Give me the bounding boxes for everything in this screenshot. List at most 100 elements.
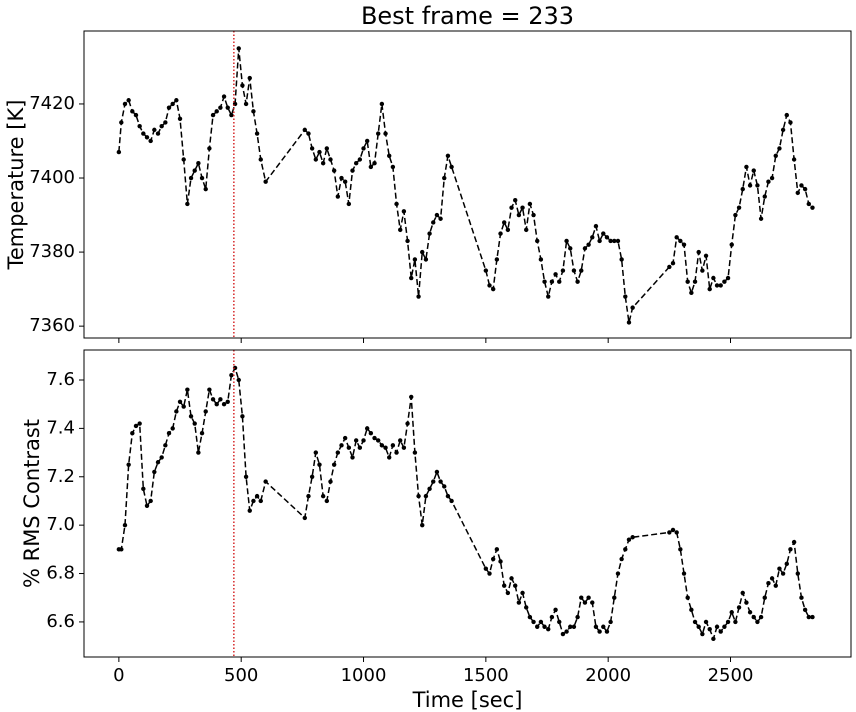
data-point: [405, 238, 410, 244]
data-point: [520, 205, 525, 210]
data-point: [769, 576, 775, 581]
data-point: [159, 455, 164, 460]
data-point: [762, 194, 767, 199]
data-point: [780, 127, 786, 133]
data-point: [780, 571, 786, 576]
data-point: [516, 212, 522, 218]
data-point: [412, 257, 418, 262]
data-point: [152, 127, 157, 133]
data-point: [141, 131, 146, 136]
data-point: [747, 610, 753, 615]
data-point: [586, 242, 591, 247]
data-point: [736, 605, 742, 610]
y-tick-label: 7.2: [46, 466, 75, 487]
data-point: [240, 414, 245, 419]
data-point: [538, 619, 544, 625]
data-point: [590, 235, 595, 240]
data-point: [806, 201, 811, 207]
data-point: [601, 231, 606, 236]
data-point: [416, 493, 421, 499]
data-point: [582, 246, 588, 251]
data-point: [703, 253, 709, 258]
data-point: [163, 443, 168, 448]
data-point: [527, 614, 533, 620]
data-point: [553, 607, 558, 613]
data-point: [487, 571, 492, 576]
data-point: [163, 120, 168, 125]
data-point: [546, 294, 551, 299]
data-point: [317, 149, 322, 155]
data-point: [714, 283, 720, 288]
data-point: [725, 619, 731, 625]
data-point: [445, 153, 451, 158]
data-point: [773, 583, 778, 588]
data-point: [733, 212, 738, 218]
data-point: [527, 201, 533, 207]
data-point: [335, 194, 341, 199]
data-point: [214, 109, 219, 114]
data-point: [535, 624, 540, 629]
data-point: [740, 590, 745, 596]
data-point: [487, 283, 492, 288]
data-point: [398, 227, 403, 233]
data-point: [368, 164, 374, 170]
data-point: [670, 527, 676, 533]
data-point: [564, 238, 569, 244]
data-point: [538, 257, 544, 262]
data-point: [207, 387, 212, 392]
data-point: [434, 469, 440, 475]
data-point: [331, 168, 337, 173]
data-point: [258, 157, 263, 162]
data-point: [612, 238, 617, 244]
data-point: [674, 235, 679, 240]
data-point: [604, 629, 610, 634]
data-point: [524, 227, 529, 233]
data-point: [501, 583, 507, 588]
data-point: [802, 607, 808, 613]
data-point: [130, 431, 135, 436]
data-point: [181, 157, 186, 162]
data-point: [619, 556, 624, 562]
data-point: [133, 112, 139, 118]
data-point: [126, 462, 131, 467]
data-point: [251, 498, 256, 504]
data-point: [361, 146, 366, 151]
data-point: [810, 205, 815, 210]
data-point: [357, 445, 363, 450]
data-point: [590, 600, 595, 605]
data-point: [225, 105, 230, 110]
data-point: [733, 619, 738, 625]
data-point: [144, 503, 150, 508]
data-point: [608, 619, 613, 625]
data-point: [126, 98, 131, 103]
data-point: [214, 401, 219, 407]
data-point: [339, 443, 344, 448]
data-point: [346, 445, 352, 450]
data-point: [148, 498, 153, 504]
x-tick-label: 2000: [585, 665, 631, 686]
data-point: [560, 268, 566, 273]
x-tick-label: 2500: [708, 665, 754, 686]
data-point: [394, 450, 399, 455]
data-point: [630, 305, 635, 310]
data-point: [762, 595, 767, 600]
data-point: [335, 450, 341, 455]
data-point: [667, 264, 672, 270]
data-point: [199, 175, 205, 181]
data-point: [513, 583, 518, 588]
data-point: [342, 179, 348, 184]
data-point: [729, 242, 734, 247]
x-axis-label: Time [sec]: [412, 688, 523, 712]
data-point: [802, 186, 808, 192]
data-point: [777, 566, 782, 571]
data-point: [557, 279, 562, 284]
data-point: [401, 445, 407, 450]
data-point: [810, 614, 815, 620]
data-point: [372, 435, 377, 441]
data-point: [196, 161, 201, 166]
data-point: [791, 539, 797, 545]
data-point: [263, 179, 268, 184]
data-point: [795, 190, 800, 196]
data-point: [155, 460, 161, 465]
data-point: [431, 220, 436, 225]
